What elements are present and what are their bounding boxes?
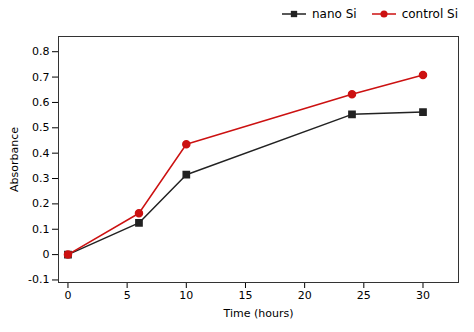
svg-text:25: 25 [357, 289, 371, 302]
svg-text:15: 15 [238, 289, 252, 302]
svg-text:0.2: 0.2 [32, 197, 50, 210]
svg-text:0.8: 0.8 [32, 45, 50, 58]
svg-text:Absorbance: Absorbance [8, 127, 21, 192]
svg-text:30: 30 [416, 289, 430, 302]
svg-text:0.6: 0.6 [32, 96, 50, 109]
html-text:nano Si: nano Si [312, 7, 357, 21]
svg-text:0.3: 0.3 [32, 172, 50, 185]
svg-text:5: 5 [124, 289, 131, 302]
svg-text:20: 20 [298, 289, 312, 302]
svg-text:Time (hours): Time (hours) [223, 307, 294, 320]
svg-text:10: 10 [179, 289, 193, 302]
svg-text:0: 0 [43, 248, 50, 261]
svg-text:0.7: 0.7 [32, 71, 50, 84]
svg-text:0.1: 0.1 [32, 223, 50, 236]
svg-text:0.4: 0.4 [32, 147, 50, 160]
svg-text:-0.1: -0.1 [28, 273, 49, 286]
html-text:control Si: control Si [401, 7, 458, 21]
svg-text:0: 0 [64, 289, 71, 302]
svg-text:0.5: 0.5 [32, 121, 50, 134]
